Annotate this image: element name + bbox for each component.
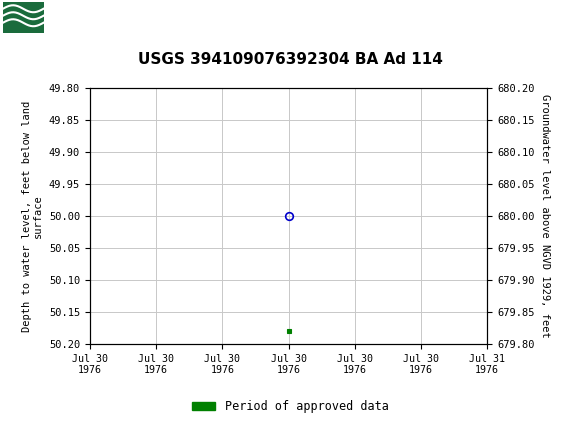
Bar <box>3 2 43 33</box>
Y-axis label: Groundwater level above NGVD 1929, feet: Groundwater level above NGVD 1929, feet <box>540 94 550 338</box>
Y-axis label: Depth to water level, feet below land
surface: Depth to water level, feet below land su… <box>22 101 44 332</box>
Bar <box>3 2 107 33</box>
Text: USGS 394109076392304 BA Ad 114: USGS 394109076392304 BA Ad 114 <box>137 52 443 67</box>
Legend: Period of approved data: Period of approved data <box>187 395 393 418</box>
Text: USGS: USGS <box>57 9 112 27</box>
